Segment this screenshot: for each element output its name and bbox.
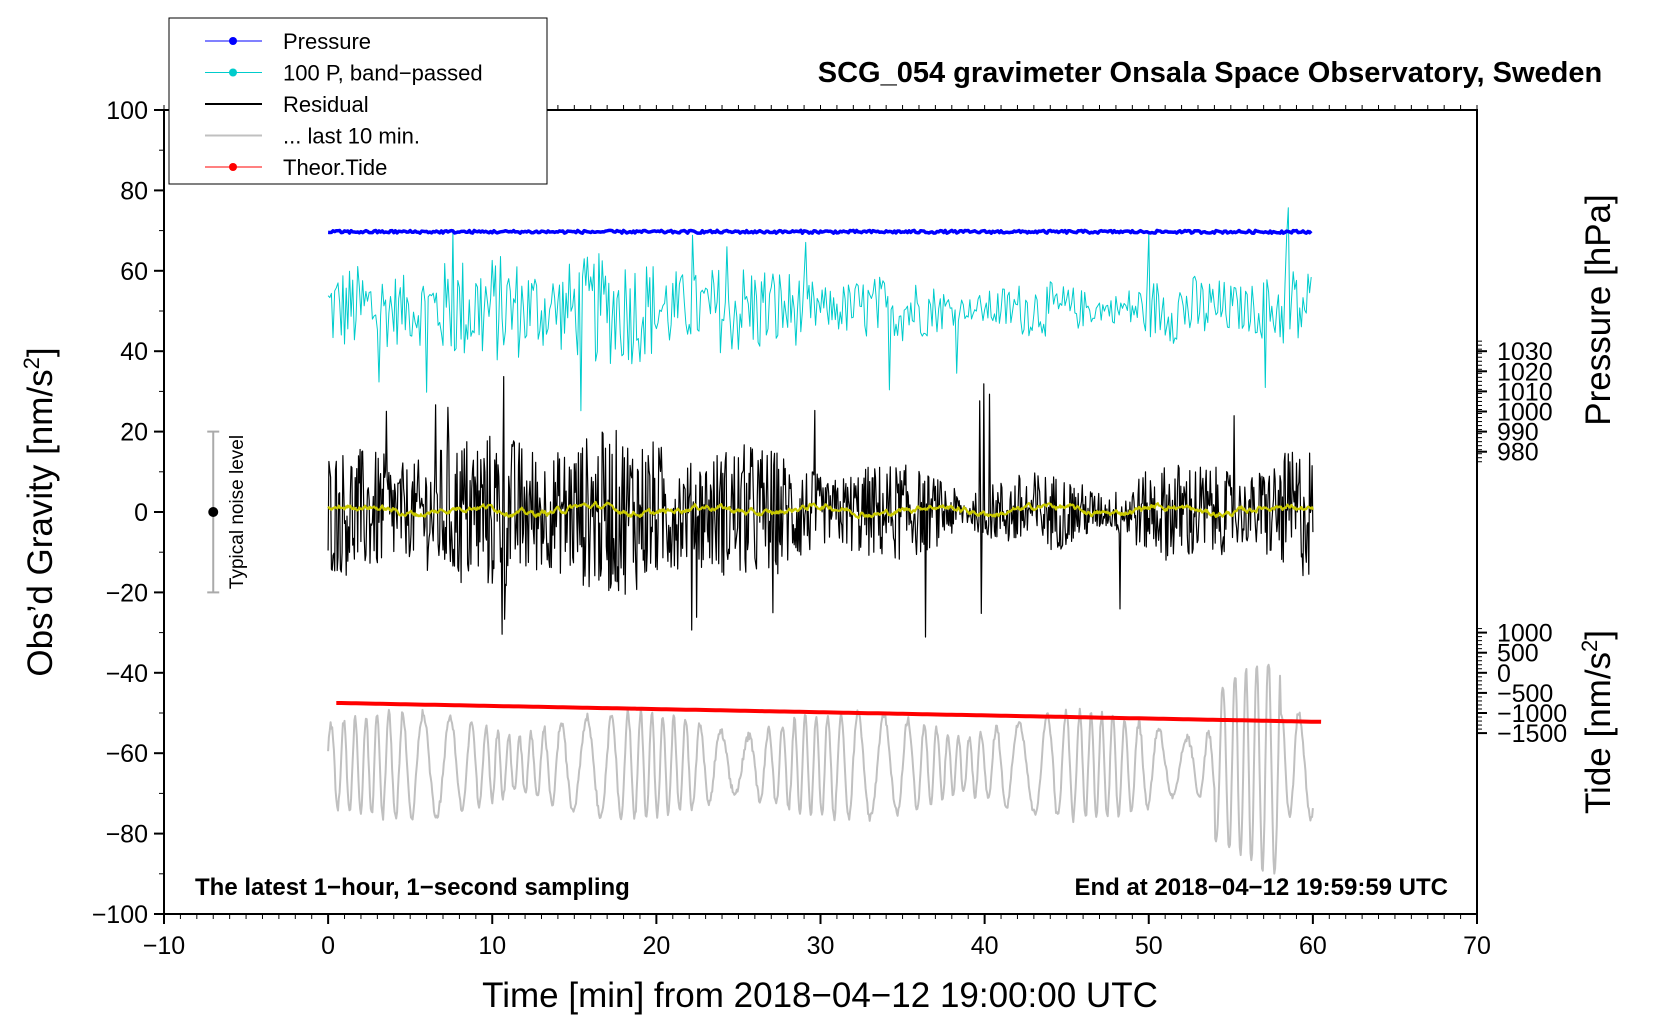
y-tick-label: −60 (106, 740, 148, 768)
legend-label: Theor.Tide (283, 155, 387, 180)
x-tick-label: 60 (1299, 932, 1327, 960)
tide-axis-title-main: Tide [nm/s (1579, 652, 1618, 814)
legend-label: Residual (283, 92, 369, 117)
pressure-axis-title: Pressure [hPa] (1579, 194, 1618, 426)
y-tick-label: −20 (106, 579, 148, 607)
series-residual (327, 376, 1314, 638)
x-axis-ticks: −10 0 10 20 30 40 50 60 70 (143, 105, 1491, 960)
x-tick-label: 20 (642, 932, 670, 960)
y-tick-label: 100 (106, 97, 148, 125)
tide-tick-label: 1000 (1497, 620, 1553, 648)
legend-box: Pressure 100 P, band−passed Residual ... la… (168, 17, 548, 185)
y-axis-left-title-close: ] (21, 347, 60, 357)
legend-entries: Pressure 100 P, band−passed Residual ... la… (205, 29, 483, 180)
tide-tick-label: 500 (1497, 640, 1539, 668)
y-tick-label: 20 (120, 419, 148, 447)
y-axis-left-ticks: 100 80 60 40 20 0 −20 −40 −60 −80 −100 (92, 97, 164, 929)
series-last-10-min (327, 663, 1314, 875)
legend-marker (229, 163, 237, 171)
annotation-bottom-right: End at 2018−04−12 19:59:59 UTC (1074, 874, 1448, 901)
noise-level-bar: Typical noise level (207, 430, 248, 594)
tide-axis-title-sup: 2 (1577, 640, 1602, 652)
y-axis-left-title: Obs’d Gravity [nm/s2] (19, 347, 60, 676)
x-axis-title: Time [min] from 2018−04−12 19:00:00 UTC (482, 976, 1158, 1015)
x-tick-label: 0 (321, 932, 335, 960)
tide-tick-label: −1500 (1497, 720, 1567, 748)
x-tick-label: 10 (478, 932, 506, 960)
pressure-tick-label: 1020 (1497, 358, 1553, 386)
y-tick-label: 40 (120, 338, 148, 366)
legend-marker (229, 37, 237, 45)
y-tick-label: −100 (92, 901, 148, 929)
noise-bar-center-dot (208, 507, 219, 517)
y-tick-label: 80 (120, 177, 148, 205)
legend-label: 100 P, band−passed (283, 61, 483, 86)
tide-tick-label: 0 (1497, 660, 1511, 688)
y-axis-left-title-sup: 2 (19, 357, 44, 369)
tide-axis-title: Tide [nm/s2] (1577, 630, 1618, 814)
legend-marker (229, 68, 237, 77)
y-axis-left-title-main: Obs’d Gravity [nm/s (21, 369, 60, 676)
pressure-tick-label: 1000 (1497, 399, 1553, 427)
series-pressure-bandpassed (327, 207, 1312, 412)
x-tick-label: 70 (1463, 932, 1491, 960)
x-tick-label: 50 (1135, 932, 1163, 960)
legend-label: ... last 10 min. (283, 124, 420, 149)
series-residual-smoothed (327, 500, 1314, 520)
annotation-bottom-left: The latest 1−hour, 1−second sampling (195, 874, 630, 901)
noise-bar-label: Typical noise level (227, 435, 248, 589)
series-theor-tide (336, 701, 1322, 724)
tide-axis-title-close: ] (1579, 630, 1618, 640)
legend-frame (168, 17, 548, 185)
pressure-tick-label: 990 (1497, 419, 1539, 447)
legend-label: Pressure (283, 29, 371, 54)
x-tick-label: −10 (143, 932, 185, 960)
x-tick-label: 30 (807, 932, 835, 960)
pressure-tick-label: 1030 (1497, 338, 1553, 366)
series-pressure (327, 228, 1313, 235)
y-tick-label: −80 (106, 821, 148, 849)
pressure-tick-label: 1010 (1497, 378, 1553, 406)
y-tick-label: −40 (106, 660, 148, 688)
y-tick-label: 0 (134, 499, 148, 527)
x-tick-label: 40 (971, 932, 999, 960)
tide-tick-label: −1000 (1497, 700, 1567, 728)
chart-title: SCG_054 gravimeter Onsala Space Observat… (818, 57, 1602, 89)
y-tick-label: 60 (120, 258, 148, 286)
series-layer (327, 207, 1322, 875)
pressure-tick-label: 980 (1497, 439, 1539, 467)
tide-tick-label: −500 (1497, 680, 1553, 708)
